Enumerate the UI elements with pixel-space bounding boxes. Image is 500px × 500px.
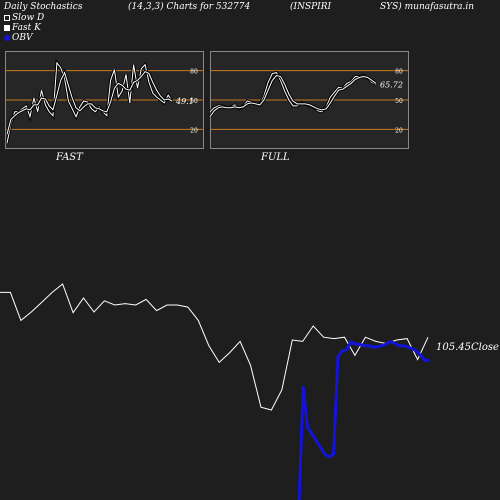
full-tick-label-50: 50 [395, 98, 403, 105]
header-site: SYS) munafasutra.in [380, 2, 475, 12]
header-stock-name: (INSPIRI [290, 2, 332, 12]
fast-panel-label: FAST [56, 152, 83, 163]
fast-last-value-label: 49.1 [175, 97, 194, 106]
legend-swatch-fast-k [4, 25, 10, 31]
fast-tick-label-80: 80 [190, 69, 198, 76]
full-last-value-label: 65.72 [380, 80, 403, 89]
legend-fast-k: Fast K [4, 23, 41, 33]
close-price-line [0, 283, 429, 411]
close-price-label: 105.45Close [436, 342, 499, 353]
full-tick-label-80: 80 [395, 69, 403, 76]
header-params: (14,3,3) Charts for 532774 [128, 2, 251, 12]
legend-slow-d: Slow D [4, 13, 44, 23]
full-panel-label: FULL [261, 152, 290, 163]
close-price-value: 105.45 [436, 342, 471, 353]
legend-label-slow-d: Slow D [12, 13, 45, 23]
close-label-suffix: Close [471, 342, 499, 353]
full-slow-d-line [209, 74, 377, 117]
legend-label-fast-k: Fast K [12, 23, 41, 33]
fast-tick-label-20: 20 [190, 127, 198, 134]
legend-swatch-slow-d [4, 15, 10, 21]
full-tick-label-20: 20 [395, 127, 403, 134]
fast-tick-label-50: 50 [190, 98, 198, 105]
legend-obv: OBV [4, 33, 33, 43]
header-title: Daily Stochastics [4, 2, 83, 12]
full-slow-d-shadow [208, 73, 377, 118]
fast-slow-d-line [6, 70, 173, 135]
obv-line [297, 340, 429, 500]
legend-label-obv: OBV [12, 33, 33, 43]
legend-swatch-obv [4, 35, 10, 41]
